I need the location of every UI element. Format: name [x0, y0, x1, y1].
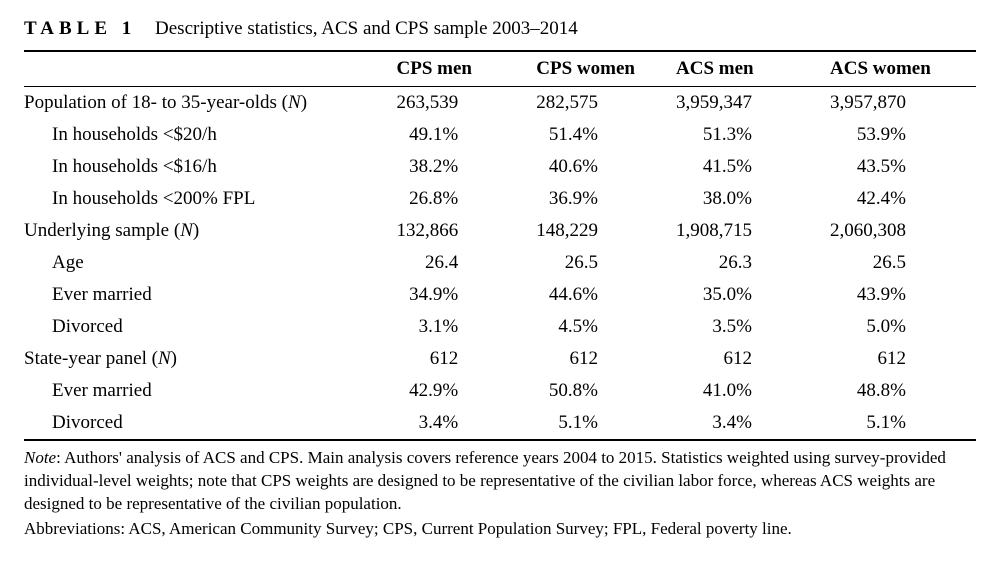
cell-value: 51.3%	[668, 119, 822, 151]
cell-value: 612	[822, 343, 976, 375]
table-row: Divorced3.4%5.1%3.4%5.1%	[24, 407, 976, 440]
col-header-blank	[24, 51, 389, 87]
cell-value: 612	[389, 343, 529, 375]
cell-value: 38.0%	[668, 183, 822, 215]
cell-value: 3,959,347	[668, 87, 822, 120]
table-row: Population of 18- to 35-year-olds (N)263…	[24, 87, 976, 120]
footnote-note-lead: Note	[24, 448, 56, 467]
cell-value: 3.1%	[389, 311, 529, 343]
stats-table: CPS men CPS women ACS men ACS women Popu…	[24, 50, 976, 441]
row-label: State-year panel (N)	[24, 343, 389, 375]
cell-value: 612	[668, 343, 822, 375]
cell-value: 1,908,715	[668, 215, 822, 247]
table-row: State-year panel (N)612612612612	[24, 343, 976, 375]
cell-value: 43.5%	[822, 151, 976, 183]
cell-value: 3.4%	[389, 407, 529, 440]
cell-value: 5.1%	[822, 407, 976, 440]
row-label: Age	[24, 247, 389, 279]
footnote-note: Note: Authors' analysis of ACS and CPS. …	[24, 447, 976, 516]
cell-value: 41.0%	[668, 375, 822, 407]
table-row: In households <$20/h49.1%51.4%51.3%53.9%	[24, 119, 976, 151]
cell-value: 35.0%	[668, 279, 822, 311]
cell-value: 612	[528, 343, 668, 375]
cell-value: 3.5%	[668, 311, 822, 343]
row-label: In households <$16/h	[24, 151, 389, 183]
cell-value: 26.3	[668, 247, 822, 279]
row-label: In households <200% FPL	[24, 183, 389, 215]
cell-value: 26.5	[528, 247, 668, 279]
row-label: Underlying sample (N)	[24, 215, 389, 247]
cell-value: 43.9%	[822, 279, 976, 311]
table-caption: Descriptive statistics, ACS and CPS samp…	[155, 18, 578, 39]
cell-value: 5.1%	[528, 407, 668, 440]
cell-value: 42.9%	[389, 375, 529, 407]
cell-value: 49.1%	[389, 119, 529, 151]
table-body: Population of 18- to 35-year-olds (N)263…	[24, 87, 976, 441]
cell-value: 38.2%	[389, 151, 529, 183]
cell-value: 42.4%	[822, 183, 976, 215]
cell-value: 26.5	[822, 247, 976, 279]
table-title: TABLE 1 Descriptive statistics, ACS and …	[24, 18, 976, 40]
cell-value: 282,575	[528, 87, 668, 120]
cell-value: 36.9%	[528, 183, 668, 215]
table-row: Underlying sample (N)132,866148,2291,908…	[24, 215, 976, 247]
cell-value: 2,060,308	[822, 215, 976, 247]
col-header: ACS men	[668, 51, 822, 87]
cell-value: 3,957,870	[822, 87, 976, 120]
cell-value: 26.8%	[389, 183, 529, 215]
cell-value: 53.9%	[822, 119, 976, 151]
col-header: CPS men	[389, 51, 529, 87]
table-number: TABLE 1	[24, 18, 136, 39]
cell-value: 132,866	[389, 215, 529, 247]
cell-value: 34.9%	[389, 279, 529, 311]
table-row: Ever married42.9%50.8%41.0%48.8%	[24, 375, 976, 407]
cell-value: 44.6%	[528, 279, 668, 311]
row-label: Population of 18- to 35-year-olds (N)	[24, 87, 389, 120]
header-row: CPS men CPS women ACS men ACS women	[24, 51, 976, 87]
row-label: In households <$20/h	[24, 119, 389, 151]
footnote-abbrev: Abbreviations: ACS, American Community S…	[24, 518, 976, 541]
table-row: Ever married34.9%44.6%35.0%43.9%	[24, 279, 976, 311]
table-row: Age26.426.526.326.5	[24, 247, 976, 279]
row-label: Divorced	[24, 311, 389, 343]
cell-value: 48.8%	[822, 375, 976, 407]
cell-value: 3.4%	[668, 407, 822, 440]
table-footnotes: Note: Authors' analysis of ACS and CPS. …	[24, 447, 976, 541]
table-row: In households <$16/h38.2%40.6%41.5%43.5%	[24, 151, 976, 183]
row-label: Ever married	[24, 279, 389, 311]
cell-value: 41.5%	[668, 151, 822, 183]
col-header: CPS women	[528, 51, 668, 87]
col-header: ACS women	[822, 51, 976, 87]
cell-value: 40.6%	[528, 151, 668, 183]
cell-value: 50.8%	[528, 375, 668, 407]
cell-value: 263,539	[389, 87, 529, 120]
cell-value: 148,229	[528, 215, 668, 247]
table-row: Divorced3.1%4.5%3.5%5.0%	[24, 311, 976, 343]
cell-value: 26.4	[389, 247, 529, 279]
table-row: In households <200% FPL26.8%36.9%38.0%42…	[24, 183, 976, 215]
cell-value: 5.0%	[822, 311, 976, 343]
row-label: Divorced	[24, 407, 389, 440]
cell-value: 4.5%	[528, 311, 668, 343]
cell-value: 51.4%	[528, 119, 668, 151]
row-label: Ever married	[24, 375, 389, 407]
footnote-note-body: : Authors' analysis of ACS and CPS. Main…	[24, 448, 946, 513]
